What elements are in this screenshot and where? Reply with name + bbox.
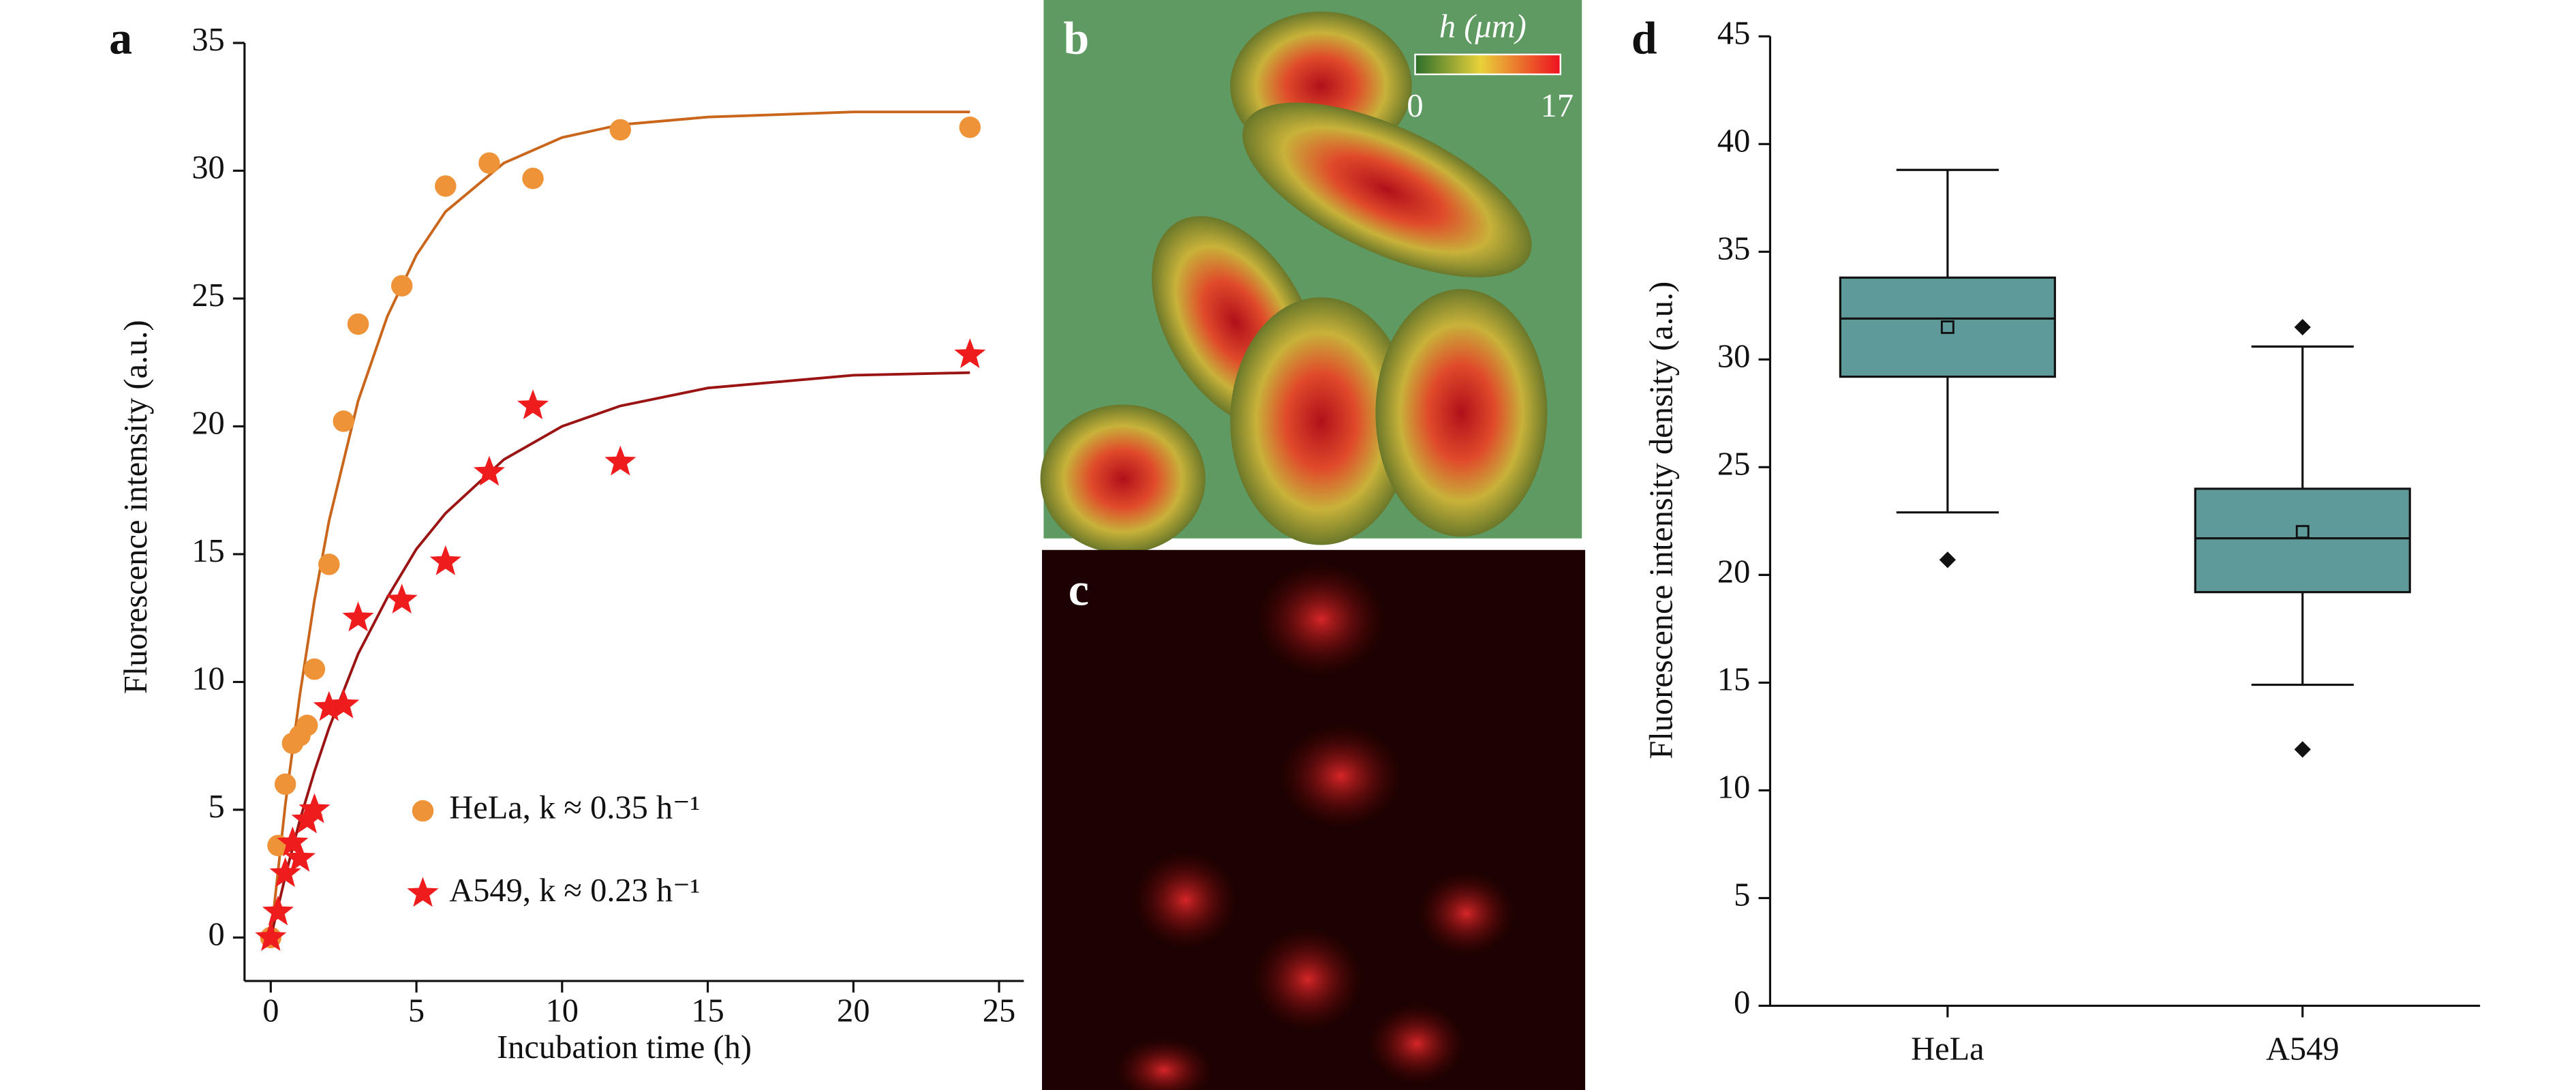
point bbox=[604, 445, 637, 476]
box bbox=[2194, 487, 2411, 594]
point bbox=[342, 601, 374, 632]
legend-marker bbox=[407, 877, 439, 907]
point bbox=[274, 773, 296, 796]
mean bbox=[2295, 525, 2310, 539]
point bbox=[298, 793, 331, 823]
flier bbox=[2294, 741, 2311, 758]
y-tick-label: 10 bbox=[191, 661, 224, 697]
y-tick-label: 45 bbox=[1717, 15, 1750, 51]
y-tick-label: 30 bbox=[191, 150, 224, 186]
point bbox=[522, 167, 544, 190]
panel-label: a bbox=[109, 13, 132, 64]
mean bbox=[1940, 320, 1954, 334]
point bbox=[255, 921, 287, 951]
y-tick-label: 25 bbox=[1717, 446, 1750, 482]
point bbox=[478, 152, 500, 174]
fit-line bbox=[269, 110, 970, 938]
point bbox=[333, 410, 354, 432]
x-tick-label: 0 bbox=[262, 993, 279, 1029]
point bbox=[328, 688, 360, 718]
x-tick-label: A549 bbox=[2266, 1031, 2340, 1067]
box bbox=[1839, 276, 2056, 378]
y-tick-label: 15 bbox=[191, 533, 224, 569]
point bbox=[318, 554, 340, 575]
point bbox=[284, 841, 316, 872]
x-tick-label: 15 bbox=[691, 993, 724, 1029]
point bbox=[435, 175, 457, 197]
flier bbox=[2294, 318, 2311, 336]
x-tick-label: 5 bbox=[408, 993, 425, 1029]
point bbox=[303, 658, 326, 680]
x-tick-label: 10 bbox=[546, 993, 579, 1029]
colorbar bbox=[1414, 53, 1561, 76]
colorbar-max: 17 bbox=[1541, 88, 1574, 124]
point bbox=[473, 455, 505, 486]
legend-marker bbox=[412, 800, 434, 822]
y-tick-label: 35 bbox=[1717, 230, 1750, 267]
flier bbox=[1939, 551, 1956, 569]
y-tick-label: 0 bbox=[1734, 985, 1750, 1021]
legend-label: HeLa, k ≈ 0.35 h⁻¹ bbox=[449, 790, 700, 826]
point bbox=[262, 895, 294, 926]
y-tick-label: 40 bbox=[1717, 123, 1750, 159]
y-axis-title: Fluorescence intensity density (a.u.) bbox=[1644, 282, 1680, 759]
y-axis-title: Fluorescence intensity (a.u.) bbox=[118, 320, 154, 694]
y-tick-label: 25 bbox=[191, 277, 224, 314]
y-tick-label: 30 bbox=[1717, 338, 1750, 374]
height-map-image bbox=[1040, 0, 1582, 554]
y-tick-label: 20 bbox=[191, 406, 224, 442]
colorbar-min: 0 bbox=[1407, 88, 1423, 124]
point bbox=[390, 275, 413, 297]
legend-label: A549, k ≈ 0.23 h⁻¹ bbox=[449, 873, 700, 909]
point bbox=[609, 119, 632, 141]
point bbox=[296, 714, 318, 736]
x-tick-label: 20 bbox=[837, 993, 870, 1029]
fit-line bbox=[269, 371, 970, 938]
panel-label: b bbox=[1064, 13, 1090, 64]
x-tick-label: HeLa bbox=[1911, 1031, 1984, 1067]
y-tick-label: 0 bbox=[209, 916, 225, 952]
point bbox=[386, 584, 418, 614]
panel-label: d bbox=[1631, 13, 1657, 64]
y-tick-label: 10 bbox=[1717, 770, 1750, 806]
panel-label: c bbox=[1069, 564, 1089, 616]
point bbox=[954, 338, 986, 369]
y-tick-label: 15 bbox=[1717, 662, 1750, 698]
point bbox=[959, 116, 981, 138]
colorbar-title: h (μm) bbox=[1439, 9, 1527, 45]
point bbox=[429, 545, 461, 575]
y-tick-label: 35 bbox=[191, 22, 224, 58]
x-axis-title: Incubation time (h) bbox=[497, 1029, 752, 1065]
y-tick-label: 20 bbox=[1717, 554, 1750, 590]
point bbox=[313, 691, 345, 721]
point bbox=[269, 857, 301, 888]
fluorescence-image bbox=[1042, 549, 1586, 1090]
x-tick-label: 25 bbox=[983, 993, 1015, 1029]
point bbox=[517, 389, 549, 420]
y-tick-label: 5 bbox=[209, 789, 225, 825]
point bbox=[277, 826, 309, 857]
point bbox=[347, 313, 369, 335]
y-tick-label: 5 bbox=[1734, 877, 1750, 913]
